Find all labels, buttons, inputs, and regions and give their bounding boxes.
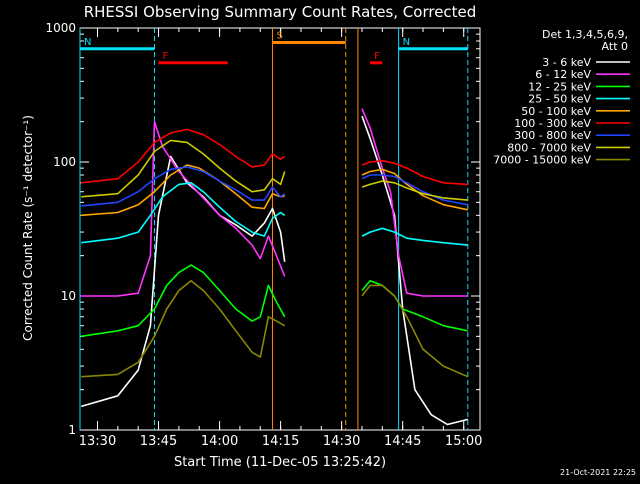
x-tick-label: 13:45	[140, 434, 177, 449]
series-line-3	[81, 264, 468, 338]
chart-title: RHESSI Observing Summary Count Rates, Co…	[84, 3, 477, 21]
legend-entry-label: 7000 - 15000 keV	[493, 154, 591, 167]
series-line-1	[80, 115, 468, 426]
legend-header-line-2: Att 0	[602, 40, 628, 53]
x-tick-label: 15:00	[445, 434, 482, 449]
legend-entry-label: 800 - 7000 keV	[507, 141, 591, 154]
legend-entry-label: 6 - 12 keV	[535, 68, 591, 81]
series-line-6	[81, 128, 468, 186]
y-tick-label: 100	[53, 155, 76, 169]
series-line-9	[81, 279, 469, 378]
legend-entry-label: 12 - 25 keV	[528, 80, 591, 93]
x-tick-label: 14:00	[201, 434, 238, 449]
plot-timestamp: 21-Oct-2021 22:25	[560, 468, 636, 477]
x-tick-label: 14:30	[323, 434, 360, 449]
series-line-8	[81, 139, 468, 201]
y-axis-label: Corrected Count Rate (s⁻¹ detector⁻¹)	[21, 115, 35, 341]
legend-entry-label: 100 - 300 keV	[514, 117, 591, 130]
x-tick-label: 13:30	[79, 434, 116, 449]
status-marker-label: F	[163, 51, 169, 62]
status-marker-label: S	[276, 30, 282, 41]
series-line-4	[81, 182, 468, 246]
legend-entry-label: 300 - 800 keV	[514, 129, 591, 142]
legend-entry-label: 25 - 50 keV	[528, 93, 591, 106]
series-line-7	[81, 166, 468, 207]
legend-entry-label: 50 - 100 keV	[521, 105, 591, 118]
x-tick-label: 14:15	[262, 434, 299, 449]
plot-area: 1 10 100 1000 13:30 13:45 14:00 14:15 14:30 14:45…	[45, 21, 482, 449]
y-tick-label: 10	[61, 289, 76, 303]
y-tick-label: 1000	[45, 21, 76, 35]
x-axis-label: Start Time (11-Dec-05 13:25:42)	[174, 455, 386, 470]
legend-header-line-1: Det 1,3,4,5,6,9,	[542, 28, 628, 41]
status-marker-label: N	[84, 37, 91, 48]
legend-entry-label: 3 - 6 keV	[542, 56, 591, 69]
status-marker-label: N	[403, 37, 410, 48]
x-tick-label: 14:45	[384, 434, 421, 449]
series-line-2	[81, 108, 468, 297]
y-tick-label: 1	[68, 423, 76, 437]
status-marker-label: F	[374, 51, 380, 62]
